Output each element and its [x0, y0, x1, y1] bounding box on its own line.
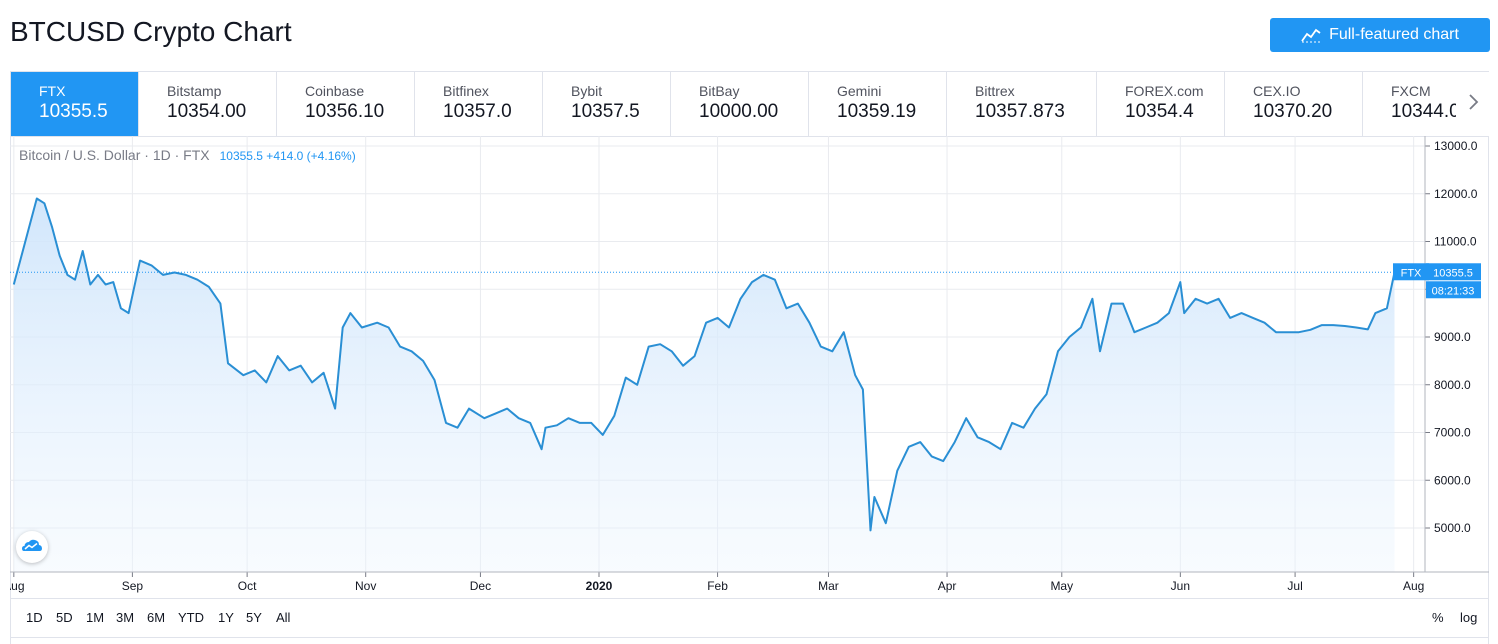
x-tick-label: Mar	[818, 579, 839, 593]
exchange-price: 10354.00	[167, 101, 247, 122]
x-tick-label: Aug	[1403, 579, 1424, 593]
range-3m[interactable]: 3M	[116, 610, 135, 625]
exchange-name: Bittrex	[975, 83, 1015, 99]
price-area	[12, 197, 1396, 572]
tab-bittrex[interactable]: Bittrex 10357.873	[947, 72, 1097, 136]
tab-bitstamp[interactable]: Bitstamp 10354.00	[139, 72, 277, 136]
price-label-bg	[1426, 263, 1481, 281]
price-line	[12, 197, 1396, 532]
exchange-price: 10000.00	[699, 101, 779, 122]
full-featured-chart-button[interactable]: Full-featured chart	[1270, 18, 1490, 52]
tab-fxcm[interactable]: FXCM 10344.0	[1363, 72, 1488, 136]
range-1d[interactable]: 1D	[26, 610, 43, 625]
x-tick-label: Jul	[1287, 579, 1302, 593]
exchange-name: FOREX.com	[1125, 83, 1204, 99]
exchange-name: Bybit	[571, 83, 603, 99]
range-ytd[interactable]: YTD	[178, 610, 204, 625]
exchange-name: CEX.IO	[1253, 83, 1301, 99]
y-tick-label: 11000.0	[1434, 235, 1477, 249]
tab-cex-io[interactable]: CEX.IO 10370.20	[1225, 72, 1363, 136]
legend-values: 10355.5 +414.0 (+4.16%)	[219, 149, 356, 163]
y-tick-label: 7000.0	[1434, 426, 1471, 440]
y-tick-label: 9000.0	[1434, 330, 1471, 344]
price-area-fill	[13, 198, 1395, 572]
cloud-chart-icon	[21, 537, 43, 558]
exchange-price: 10356.10	[305, 101, 385, 122]
y-tick-label: 6000.0	[1434, 473, 1471, 487]
range-all[interactable]: All	[276, 610, 291, 625]
tabs-next-button[interactable]	[1456, 72, 1489, 136]
exchange-tabs: FTX 10355.5 Bitstamp 10354.00 Coinbase 1…	[10, 71, 1489, 136]
exchange-price: 10370.20	[1253, 101, 1333, 122]
exchange-name: Gemini	[837, 83, 882, 99]
exchange-name: Bitfinex	[443, 83, 489, 99]
exchange-price: 10355.5	[39, 101, 108, 122]
range-1m[interactable]: 1M	[86, 610, 105, 625]
countdown-label-bg	[1426, 281, 1481, 299]
chart-panel	[10, 136, 1489, 644]
x-tick-label: May	[1050, 579, 1073, 593]
y-tick-label: 12000.0	[1434, 187, 1478, 201]
exchange-price: 10357.5	[571, 101, 640, 122]
exchange-name: Coinbase	[305, 83, 365, 99]
tab-ftx[interactable]: FTX 10355.5	[11, 72, 139, 136]
x-tick-label: Jun	[1171, 579, 1190, 593]
chart-icon	[1301, 27, 1321, 43]
full-featured-chart-label: Full-featured chart	[1329, 26, 1459, 43]
x-tick-label: Nov	[355, 579, 376, 593]
tab-bitfinex[interactable]: Bitfinex 10357.0	[415, 72, 543, 136]
exchange-label-bg	[1393, 263, 1429, 281]
tradingview-logo-button[interactable]	[16, 531, 48, 563]
price-labels: FTX 10355.5 08:21:33	[10, 263, 1481, 299]
exchange-name: BitBay	[699, 83, 740, 99]
y-tick-label: 8000.0	[1434, 378, 1471, 392]
symbol-description: Bitcoin / U.S. Dollar · 1D · FTX	[19, 147, 210, 163]
tab-gemini[interactable]: Gemini 10359.19	[809, 72, 947, 136]
range-6m[interactable]: 6M	[147, 610, 166, 625]
range-5y[interactable]: 5Y	[246, 610, 262, 625]
tab-bybit[interactable]: Bybit 10357.5	[543, 72, 671, 136]
chart-legend: Bitcoin / U.S. Dollar · 1D · FTX 10355.5 …	[19, 147, 356, 163]
exchange-price: 10359.19	[837, 101, 917, 122]
exchange-name: FXCM	[1391, 83, 1431, 99]
chevron-right-icon	[1467, 93, 1479, 116]
exchange-price: 10354.4	[1125, 101, 1194, 122]
exchange-name: FTX	[39, 83, 66, 99]
price-chart[interactable]: 13000.012000.011000.010000.09000.08000.0…	[10, 136, 1489, 598]
y-tick-label: 13000.0	[1434, 139, 1478, 153]
x-tick-label: Sep	[122, 579, 144, 593]
exchange-price: 10357.873	[975, 101, 1065, 122]
range-1y[interactable]: 1Y	[218, 610, 234, 625]
exchange-price: 10357.0	[443, 101, 512, 122]
x-tick-label: Oct	[238, 579, 257, 593]
tab-coinbase[interactable]: Coinbase 10356.10	[277, 72, 415, 136]
y-tick-label: 5000.0	[1434, 521, 1471, 535]
range-5d[interactable]: 5D	[56, 610, 73, 625]
exchange-name: Bitstamp	[167, 83, 222, 99]
x-tick-label: Dec	[470, 579, 491, 593]
page-title: BTCUSD Crypto Chart	[10, 16, 292, 47]
x-tick-label: Aug	[10, 579, 25, 593]
exchange-price: 10344.0	[1391, 101, 1460, 122]
exchange-label: FTX	[1401, 267, 1422, 279]
percent-scale-toggle[interactable]: %	[1432, 610, 1444, 625]
countdown-label: 08:21:33	[1432, 285, 1475, 297]
time-range-bar: 1D 5D 1M 3M 6M YTD 1Y 5Y All % log	[10, 598, 1489, 638]
price-label: 10355.5	[1433, 267, 1473, 279]
last-price-label: FTX 10355.5 08:21:33	[1393, 263, 1481, 299]
tab-bitbay[interactable]: BitBay 10000.00	[671, 72, 809, 136]
x-tick-label: Feb	[707, 579, 728, 593]
x-tick-label: 2020	[586, 579, 613, 593]
tab-forex-com[interactable]: FOREX.com 10354.4	[1097, 72, 1225, 136]
log-scale-toggle[interactable]: log	[1460, 610, 1478, 625]
x-tick-label: Apr	[938, 579, 957, 593]
